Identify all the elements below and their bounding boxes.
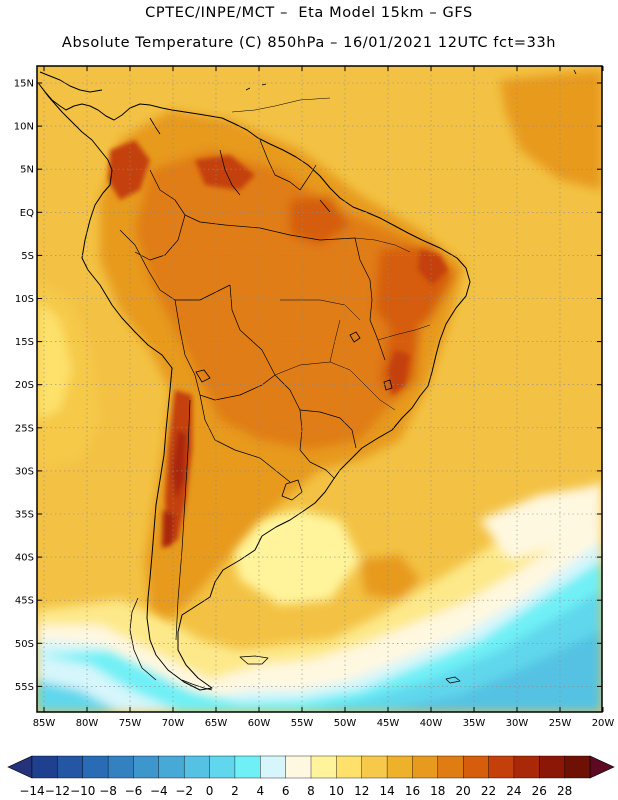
axis-ticks	[37, 66, 604, 712]
colorbar-swatch	[412, 755, 439, 779]
colorbar-swatch	[564, 755, 591, 779]
colorbar-swatch	[133, 755, 160, 779]
longitude-labels: 85W 80W 75W 70W 65W 60W 55W 50W 45W 40W 35W 30W 25W 2…	[33, 718, 615, 729]
lakes	[195, 331, 393, 391]
colorbar-swatch	[361, 755, 388, 779]
lat-label: EQ	[20, 208, 34, 219]
coastline	[38, 69, 577, 691]
lon-label: 85W	[33, 718, 56, 729]
colorbar-swatch	[513, 755, 540, 779]
colorbar-swatch	[539, 755, 566, 779]
colorbar-swatch	[158, 755, 185, 779]
lon-label: 65W	[205, 718, 228, 729]
colorbar-label: 26	[532, 784, 547, 798]
colorbar-label: 20	[456, 784, 471, 798]
colorbar-label: −4	[150, 784, 168, 798]
colorbar-swatch	[386, 755, 413, 779]
lat-label: 10S	[15, 294, 34, 305]
colorbar-label: −6	[125, 784, 143, 798]
lat-label: 20S	[15, 380, 34, 391]
country-borders	[119, 139, 431, 641]
colorbar-label: −8	[99, 784, 117, 798]
colorbar-label: 2	[231, 784, 239, 798]
colorbar-over-arrow	[589, 755, 615, 779]
colorbar-swatch	[285, 755, 312, 779]
colorbar-label: 14	[379, 784, 394, 798]
colorbar-label: −10	[70, 784, 95, 798]
colorbar-swatch	[234, 755, 261, 779]
colorbar-label: 0	[206, 784, 214, 798]
lon-label: 80W	[76, 718, 99, 729]
colorbar-swatch	[310, 755, 337, 779]
lat-label: 15S	[15, 337, 34, 348]
colorbar-label: 22	[481, 784, 496, 798]
lon-label: 60W	[248, 718, 271, 729]
colorbar-label: 24	[506, 784, 521, 798]
lat-label: 40S	[15, 553, 34, 564]
colorbar-swatch	[82, 755, 109, 779]
colorbar-swatch	[462, 755, 490, 779]
colorbar-label: 8	[307, 784, 315, 798]
lat-label: 10N	[14, 122, 34, 133]
colorbar-label: −2	[175, 784, 193, 798]
lat-label: 50S	[15, 639, 34, 650]
colorbar-label: −12	[45, 784, 70, 798]
colorbar-label: 6	[282, 784, 290, 798]
colorbar-label: −14	[19, 784, 44, 798]
colorbar-label: 18	[430, 784, 445, 798]
colorbar-label: 12	[354, 784, 369, 798]
colorbar-labels: −14 −12 −10 −8 −6 −4 −2 0 2 4 6 8 10 12 14 16 18 20 22 24 26…	[19, 784, 572, 798]
colorbar-under-arrow	[7, 755, 33, 779]
lat-label: 45S	[15, 596, 34, 607]
colorbar-swatch	[488, 755, 515, 779]
colorbar-label: 28	[557, 784, 572, 798]
lon-label: 30W	[506, 718, 529, 729]
temperature-field	[37, 66, 602, 712]
colorbar	[7, 755, 615, 779]
latitude-labels: 15N 10N 5N EQ 5S 10S 15S 20S 25S 30S 35S 40S 45S 50S 5…	[14, 79, 34, 693]
colorbar-swatch	[31, 755, 58, 779]
colorbar-label: 10	[329, 784, 344, 798]
lat-label: 25S	[15, 423, 34, 434]
lat-label: 35S	[15, 510, 34, 521]
colorbar-swatch	[57, 755, 84, 779]
colorbar-swatch	[336, 755, 363, 779]
lon-label: 40W	[420, 718, 443, 729]
lon-label: 50W	[334, 718, 357, 729]
lon-label: 70W	[162, 718, 185, 729]
lat-label: 5S	[21, 251, 34, 262]
colorbar-swatch	[107, 755, 134, 779]
colorbar-swatch	[437, 755, 464, 779]
lon-label: 45W	[377, 718, 400, 729]
colorbar-swatch	[183, 755, 211, 779]
colorbar-label: 16	[405, 784, 420, 798]
colorbar-swatch	[260, 755, 287, 779]
title-line-2: Absolute Temperature (C) 850hPa – 16/01/…	[61, 35, 557, 51]
lon-label: 20W	[592, 718, 615, 729]
lat-label: 30S	[15, 466, 34, 477]
map-frame	[36, 65, 603, 713]
lat-label: 5N	[20, 165, 34, 176]
title-line-1: CPTEC/INPE/MCT – Eta Model 15km – GFS	[145, 5, 473, 21]
colorbar-swatch	[209, 755, 236, 779]
lon-label: 35W	[463, 718, 486, 729]
colorbar-label: 4	[256, 784, 264, 798]
lon-label: 55W	[291, 718, 314, 729]
lat-label: 55S	[15, 682, 34, 693]
lat-label: 15N	[14, 79, 34, 90]
lon-label: 25W	[549, 718, 572, 729]
lon-label: 75W	[119, 718, 142, 729]
